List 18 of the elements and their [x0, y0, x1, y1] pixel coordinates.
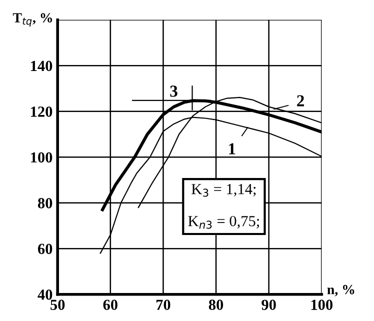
- x-tick-label: 100: [311, 300, 333, 310]
- y-tick-label: 100: [31, 152, 52, 163]
- y-tick-label: 120: [31, 106, 52, 117]
- y-tick-label: 140: [31, 60, 52, 72]
- x-tick-label: 60: [103, 300, 118, 310]
- x-tick-label: 80: [208, 300, 224, 310]
- annotation: 3: [170, 86, 178, 97]
- x-tick-label: 50: [50, 300, 65, 310]
- y-tick-label: 80: [38, 198, 52, 208]
- x-tick-label: 90: [262, 300, 276, 310]
- annotation: 2: [297, 95, 304, 106]
- y-axis-title: T$_{tq}$, %: [12, 13, 52, 27]
- y-tick-label: 60: [38, 244, 52, 254]
- y-tick-label: 40: [38, 290, 52, 300]
- text: K$_{3}$ = 1,14; K$_{n3}$ = 0,75;: [188, 184, 259, 229]
- annotation: 1: [229, 143, 236, 154]
- x-tick-label: 70: [156, 300, 170, 310]
- x-axis-title: n, %: [327, 284, 354, 296]
